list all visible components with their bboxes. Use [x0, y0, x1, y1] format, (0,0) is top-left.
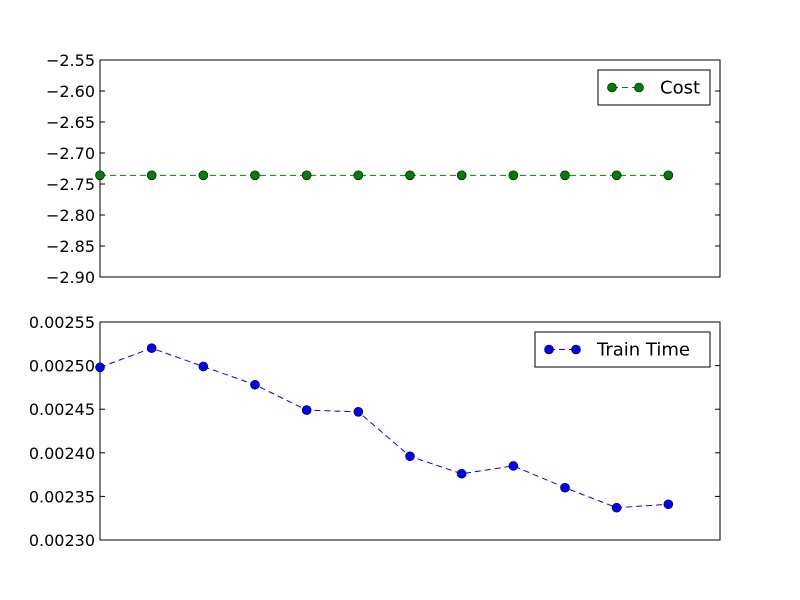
y-tick-label: −2.55	[46, 51, 95, 70]
data-point	[198, 170, 209, 181]
data-point	[95, 362, 105, 373]
data-point	[146, 170, 157, 181]
data-point	[560, 170, 570, 181]
legend: Cost	[597, 69, 711, 106]
plot-area-frame	[99, 321, 721, 541]
legend-marker	[544, 344, 554, 355]
y-tick-label: 0.00235	[29, 487, 95, 506]
data-point	[611, 170, 622, 181]
y-tick-label: 0.00245	[29, 400, 95, 419]
data-point	[301, 405, 312, 415]
data-point	[456, 468, 467, 479]
data-point	[663, 170, 674, 181]
y-tick-label: 0.00255	[29, 313, 95, 332]
data-point	[250, 379, 260, 390]
y-tick-label: −2.75	[46, 175, 95, 194]
legend: Train Time	[534, 331, 711, 368]
y-tick-label: 0.00240	[29, 444, 95, 463]
y-tick-label: 0.00230	[29, 531, 95, 550]
chart-panels: −2.55 −2.60 −2.65 −2.70 −2.75 −2.80 −2.85 −2.90…	[29, 51, 721, 550]
data-point	[405, 170, 415, 181]
data-point	[405, 451, 415, 462]
legend-marker	[634, 82, 644, 93]
data-point	[95, 170, 105, 181]
y-tick-label: −2.60	[46, 82, 95, 101]
data-point	[663, 499, 674, 510]
y-tick-label: −2.90	[46, 268, 95, 287]
legend-label: Cost	[660, 78, 700, 99]
data-point	[508, 461, 519, 471]
data-point	[508, 170, 519, 181]
data-point	[560, 482, 570, 493]
data-point	[353, 407, 364, 417]
series-line-1	[99, 347, 669, 509]
plot-area-frame	[99, 59, 721, 278]
chart-panel-2: 0.00255 0.00250 0.00245 0.00240 0.00235 0.002…	[29, 313, 721, 550]
y-tick-label: −2.80	[46, 206, 95, 225]
y-tick-label: −2.70	[46, 144, 95, 163]
data-point	[301, 170, 312, 181]
y-tick-label: −2.65	[46, 113, 95, 132]
legend-label: Train Time	[596, 340, 690, 361]
data-point	[611, 502, 622, 513]
legend-marker	[607, 82, 617, 93]
chart-panel-1: −2.55 −2.60 −2.65 −2.70 −2.75 −2.80 −2.85 −2.90…	[46, 51, 721, 287]
data-point	[250, 170, 260, 181]
data-point	[353, 170, 364, 181]
data-point	[456, 170, 467, 181]
y-tick-label: 0.00250	[29, 357, 95, 376]
legend-marker	[571, 344, 581, 355]
data-point	[146, 343, 157, 353]
data-point	[198, 361, 209, 372]
y-tick-label: −2.85	[46, 237, 95, 256]
